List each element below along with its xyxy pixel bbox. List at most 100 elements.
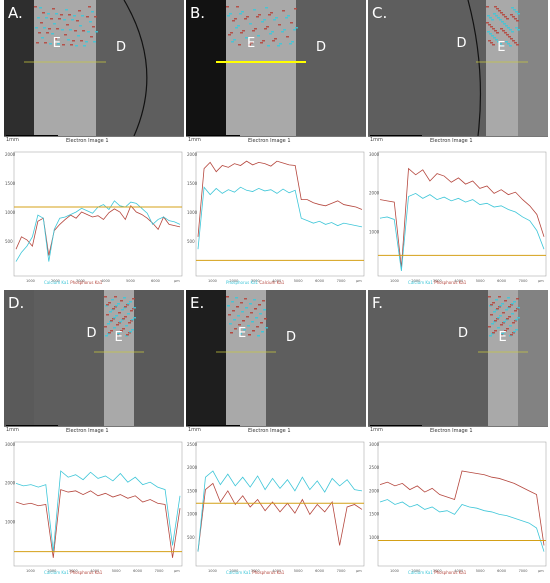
map-dot xyxy=(265,7,268,9)
map-dot xyxy=(228,34,231,36)
series-line-1 xyxy=(197,160,363,237)
y-tick-label: 500 xyxy=(187,535,195,540)
map-dot xyxy=(513,301,516,303)
map-dot xyxy=(54,38,57,40)
map-dot xyxy=(255,317,258,319)
legend-item: Phosphorus Ka1 xyxy=(226,280,260,285)
y-tick-label: 500 xyxy=(5,239,13,244)
y-tick-label: 2000 xyxy=(5,481,16,486)
map-dot xyxy=(486,6,489,8)
map-dot xyxy=(506,318,509,320)
map-dot xyxy=(125,335,128,337)
map-dot xyxy=(38,32,41,34)
map-dot xyxy=(105,305,108,307)
map-dot xyxy=(117,333,120,335)
map-dot xyxy=(61,29,64,31)
y-tick-label: 1500 xyxy=(187,181,198,186)
line-profile-chart: 3000 2500 2000 1500 1000 1000 2000 3000 4000 5000… xyxy=(368,438,548,578)
map-dot xyxy=(494,320,497,322)
map-dot xyxy=(91,11,94,13)
legend-item: Calcium Ka1 xyxy=(226,570,253,575)
x-tick-label: 6000 xyxy=(497,279,506,283)
map-dot xyxy=(253,299,256,301)
map-dot xyxy=(85,41,88,43)
map-dot xyxy=(505,319,508,321)
map-dot xyxy=(491,35,494,37)
region-label-left: D xyxy=(86,326,97,341)
y-tick-label: 1500 xyxy=(187,488,198,493)
x-tick-label: 6000 xyxy=(497,569,506,573)
map-dot xyxy=(495,299,498,301)
map-dot xyxy=(243,329,246,331)
x-tick-label: 6000 xyxy=(151,279,160,283)
map-dot xyxy=(241,311,244,313)
map-dot xyxy=(43,27,46,29)
map-dot xyxy=(512,332,515,334)
sem-image: E. E D xyxy=(186,290,366,426)
region-label-left: D xyxy=(458,326,469,341)
map-dot xyxy=(254,28,257,30)
map-dot xyxy=(497,317,500,319)
map-dot xyxy=(106,304,109,306)
map-dot xyxy=(118,312,121,314)
map-dot xyxy=(125,325,128,327)
map-dot xyxy=(489,33,492,35)
map-dot xyxy=(133,307,136,309)
plot-area xyxy=(195,441,365,567)
panel-label: B. xyxy=(190,4,206,22)
map-dot xyxy=(265,327,268,329)
map-dot xyxy=(123,297,126,299)
map-dot xyxy=(42,12,45,14)
scale-bar: 1mm xyxy=(188,425,240,433)
map-dot xyxy=(245,37,248,39)
map-dot xyxy=(499,43,502,45)
map-dot xyxy=(115,305,118,307)
map-dot xyxy=(260,42,263,44)
map-dot xyxy=(493,13,496,15)
map-dot xyxy=(487,31,490,33)
dentin-region xyxy=(266,290,366,426)
map-dot xyxy=(254,308,257,310)
map-dot xyxy=(500,28,503,30)
dentin-region xyxy=(368,290,488,426)
map-dot xyxy=(76,20,79,22)
x-tick-label: 2000 xyxy=(47,569,56,573)
map-dot xyxy=(69,29,72,31)
map-dot xyxy=(37,17,40,19)
map-dot xyxy=(277,45,280,47)
map-dot xyxy=(498,306,501,308)
sem-image: A. E D xyxy=(4,0,184,136)
x-tick-label: 7000 xyxy=(155,569,164,573)
map-dot xyxy=(116,334,119,336)
map-dot xyxy=(501,45,504,47)
line-profile-chart: 2000 1500 1000 500 1000 2000 3000 4000 5000 6000 7… xyxy=(186,148,366,288)
map-dot xyxy=(490,304,493,306)
panel-label: E. xyxy=(190,294,205,312)
map-dot xyxy=(108,302,111,304)
map-dot xyxy=(109,321,112,323)
map-dot xyxy=(133,317,136,319)
map-dot xyxy=(67,39,70,41)
x-unit-label: µm xyxy=(356,569,362,573)
map-dot xyxy=(488,296,491,298)
map-dot xyxy=(256,16,259,18)
map-dot xyxy=(514,320,517,322)
map-dot xyxy=(501,303,504,305)
map-dot xyxy=(104,296,107,298)
image-title: Electron Image 1 xyxy=(248,138,291,144)
map-dot xyxy=(231,41,234,43)
map-dot xyxy=(86,16,89,18)
map-dot xyxy=(516,20,519,22)
legend: Calcium Ka1 Phosphorus Ka1 xyxy=(226,570,284,575)
panel-b: B. E D 1mm Electron Image 1 2000 1500 1000 500 10… xyxy=(186,0,366,288)
scale-bar: 1mm xyxy=(370,135,422,143)
map-dot xyxy=(132,308,135,310)
map-dot xyxy=(487,15,490,17)
map-dot xyxy=(272,40,275,42)
x-tick-label: 2000 xyxy=(229,569,238,573)
map-dot xyxy=(496,32,499,34)
map-dot xyxy=(237,315,240,317)
x-tick-label: 3000 xyxy=(251,569,260,573)
map-dot xyxy=(126,304,129,306)
map-dot xyxy=(266,26,269,28)
